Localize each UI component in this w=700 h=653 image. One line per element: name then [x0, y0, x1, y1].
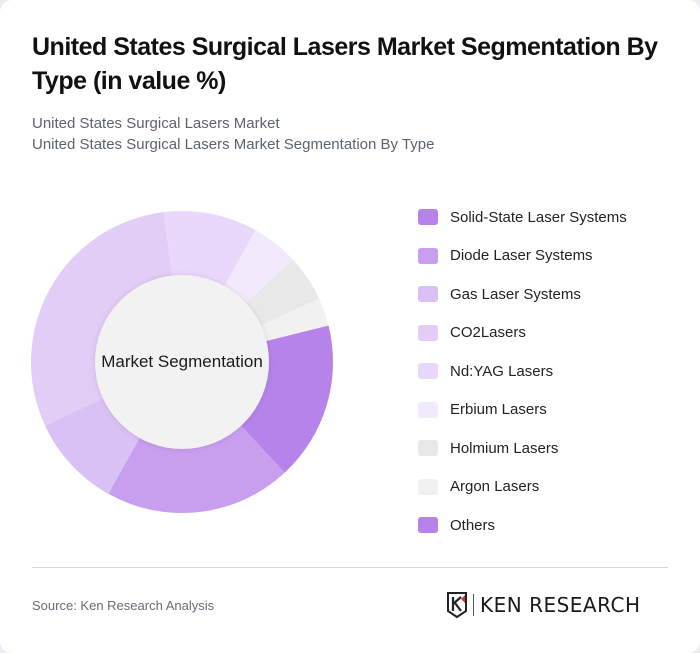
legend-swatch [418, 440, 438, 457]
center-label: Market Segmentation [101, 352, 263, 371]
legend-item[interactable]: Erbium Lasers [418, 391, 627, 430]
legend-label: Solid-State Laser Systems [450, 208, 627, 226]
legend-swatch [418, 247, 438, 264]
donut-svg [31, 211, 333, 513]
legend-label: Holmium Lasers [450, 439, 559, 457]
legend-item[interactable]: Diode Laser Systems [418, 237, 627, 276]
subtitle-line-2: United States Surgical Lasers Market Seg… [32, 136, 435, 153]
legend-swatch [418, 401, 438, 418]
legend: Solid-State Laser Systems Diode Laser Sys… [418, 198, 627, 545]
ken-shield-icon [447, 592, 467, 619]
legend-swatch [418, 286, 438, 303]
logo-text: KEN RESEARCH [480, 593, 641, 617]
legend-label: Others [450, 516, 496, 534]
chart-subtitle: United States Surgical Lasers Market Uni… [32, 113, 434, 155]
legend-item[interactable]: CO2Lasers [418, 314, 627, 353]
legend-label: Gas Laser Systems [450, 285, 581, 303]
source-text: Source: Ken Research Analysis [32, 598, 215, 613]
legend-swatch [418, 478, 438, 495]
legend-swatch [418, 209, 438, 226]
legend-label: CO2Lasers [450, 324, 526, 342]
donut-center [95, 275, 269, 449]
legend-item[interactable]: Argon Lasers [418, 468, 627, 507]
chart-title: United States Surgical Lasers Market Seg… [32, 33, 658, 95]
legend-label: Argon Lasers [450, 478, 540, 496]
legend-item[interactable]: Gas Laser Systems [418, 275, 627, 314]
subtitle-line-1: United States Surgical Lasers Market [32, 115, 280, 132]
legend-item[interactable]: Others [418, 506, 627, 545]
footer-divider [32, 567, 668, 568]
legend-item[interactable]: Holmium Lasers [418, 429, 627, 468]
legend-swatch [418, 517, 438, 534]
legend-label: Erbium Lasers [450, 401, 547, 419]
ken-research-logo: KEN RESEARCH [446, 591, 641, 619]
legend-swatch [418, 363, 438, 380]
legend-label: Diode Laser Systems [450, 247, 593, 265]
legend-item[interactable]: Solid-State Laser Systems [418, 198, 627, 237]
donut-chart: Market Segmentation [30, 210, 334, 514]
legend-label: Nd:YAG Lasers [450, 362, 554, 380]
legend-item[interactable]: Nd:YAG Lasers [418, 352, 627, 391]
logo-separator [473, 594, 474, 616]
legend-swatch [418, 324, 438, 341]
